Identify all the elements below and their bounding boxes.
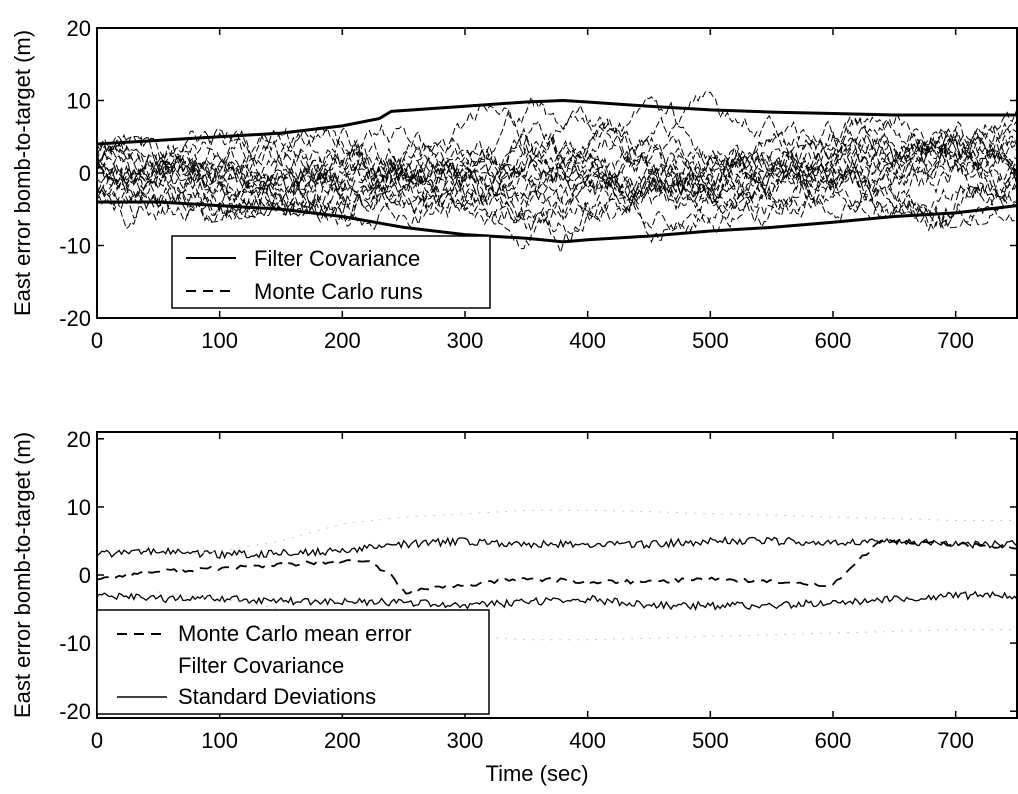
monte-carlo-run-10 — [97, 118, 1017, 206]
y-tick-label: -10 — [59, 234, 91, 259]
bottom-legend-label-standard-deviations: Standard Deviations — [178, 684, 376, 709]
bottom-ticks-group: 0 100 200 300 400 500 600 700 -20 -10 0 10 20 — [59, 427, 1017, 753]
monte-carlo-run-2 — [97, 117, 1017, 218]
y-tick-label: 10 — [67, 89, 91, 114]
monte-carlo-run-6 — [97, 131, 1017, 210]
y-tick-label: -20 — [59, 699, 91, 724]
series-filter-covariance — [158, 509, 1017, 559]
monte-carlo-run-4 — [97, 120, 1017, 243]
bottom-panel: 0 100 200 300 400 500 600 700 -20 -10 0 10 20 East e… — [10, 427, 1018, 786]
monte-carlo-run-20 — [97, 113, 1017, 231]
x-tick-label: 300 — [447, 728, 484, 753]
y-tick-label: 0 — [79, 563, 91, 588]
x-tick-label: 100 — [201, 328, 238, 353]
bottom-legend: Monte Carlo mean error Filter Covariance… — [96, 609, 490, 715]
monte-carlo-run-7 — [97, 143, 1017, 233]
top-legend-box — [171, 235, 491, 309]
bottom-x-axis-label: Time (sec) — [485, 761, 588, 786]
y-tick-label: -20 — [59, 306, 91, 331]
monte-carlo-run-11 — [97, 125, 1017, 232]
top-legend-label-monte-carlo-runs: Monte Carlo runs — [254, 279, 423, 304]
x-tick-label: 100 — [201, 728, 238, 753]
series-standard-deviations-negative — [97, 590, 1017, 611]
monte-carlo-run-9 — [97, 108, 1017, 209]
x-tick-label: 500 — [692, 728, 729, 753]
x-tick-label: 700 — [937, 728, 974, 753]
top-ticks-group: 0 100 200 300 400 500 600 700 -20 -10 0 10 20 — [59, 16, 1017, 353]
series-standard-deviations — [97, 535, 1017, 560]
x-tick-label: 200 — [324, 328, 361, 353]
top-legend-label-filter-covariance: Filter Covariance — [254, 246, 420, 271]
x-tick-label: 400 — [569, 728, 606, 753]
x-tick-label: 400 — [569, 328, 606, 353]
monte-carlo-run-18 — [97, 91, 1017, 188]
x-tick-label: 200 — [324, 728, 361, 753]
monte-carlo-run-13 — [97, 127, 1017, 217]
x-tick-label: 500 — [692, 328, 729, 353]
x-tick-label: 0 — [91, 328, 103, 353]
bottom-legend-label-mean-error: Monte Carlo mean error — [178, 621, 412, 646]
x-tick-label: 600 — [815, 728, 852, 753]
bottom-legend-label-filter-covariance: Filter Covariance — [178, 653, 344, 678]
top-series-group — [97, 91, 1017, 255]
series-filter-covariance — [97, 98, 1017, 146]
x-tick-label: 300 — [447, 328, 484, 353]
x-tick-label: 0 — [91, 728, 103, 753]
monte-carlo-run-15 — [97, 118, 1017, 220]
series-monte-carlo-mean-error — [97, 538, 1017, 595]
x-tick-label: 700 — [937, 328, 974, 353]
monte-carlo-run-19 — [97, 136, 1017, 226]
bottom-y-axis-label: East error bomb-to-target (m) — [10, 432, 35, 718]
top-panel: 0 100 200 300 400 500 600 700 -20 -10 0 10 20 East e… — [10, 16, 1018, 353]
monte-carlo-run-14 — [97, 127, 1017, 255]
monte-carlo-run-8 — [97, 123, 1017, 229]
series-filter-covariance-negative-bound — [97, 200, 1017, 244]
y-tick-label: 20 — [67, 427, 91, 452]
monte-carlo-run-3 — [97, 150, 1017, 227]
y-tick-label: 20 — [67, 16, 91, 41]
y-tick-label: -10 — [59, 631, 91, 656]
top-y-axis-label: East error bomb-to-target (m) — [10, 30, 35, 316]
y-tick-label: 10 — [67, 495, 91, 520]
monte-carlo-run-16 — [97, 133, 1017, 250]
x-tick-label: 600 — [815, 328, 852, 353]
plot-area — [97, 91, 1017, 255]
top-legend: Filter Covariance Monte Carlo runs — [171, 235, 491, 309]
y-tick-label: 0 — [79, 161, 91, 186]
